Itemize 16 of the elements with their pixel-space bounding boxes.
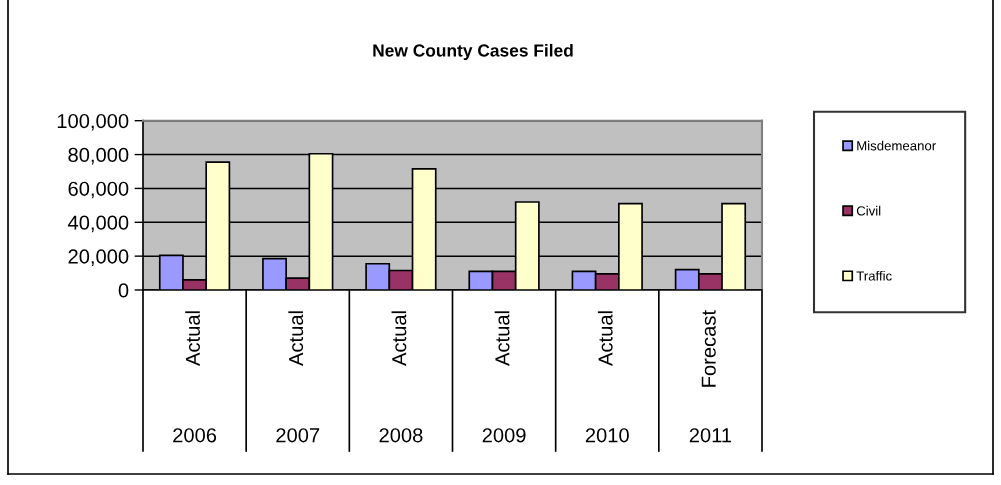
category-label: Actual 2010 [585,311,629,443]
category-label: Actual 2006 [173,311,217,443]
category-label: Actual 2008 [379,311,423,443]
category-label: Actual 2009 [482,311,526,443]
legend-label: Traffic [856,270,892,281]
y-tick-label: 40,000 [67,215,129,233]
legend-label: Civil [856,205,881,216]
y-tick-label: 80,000 [68,147,129,165]
y-tick-label: 100,000 [57,113,129,131]
y-tick-label: 60,000 [68,181,129,199]
category-label: Forecast 2011 [689,310,732,443]
legend-label: Misdemeanor [857,140,936,151]
y-tick-label: 0 [118,283,129,298]
y-tick-label: 20,000 [68,249,129,267]
category-label: Actual 2007 [276,311,320,443]
chart-title: New County Cases Filed [373,43,573,61]
